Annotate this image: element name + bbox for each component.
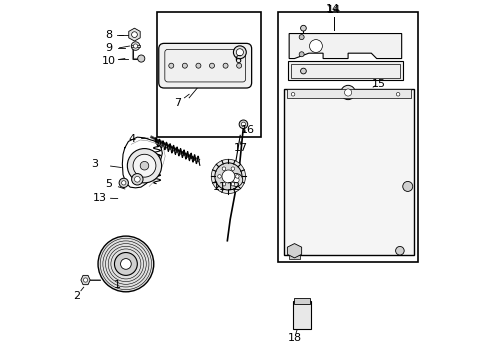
- Circle shape: [344, 89, 351, 96]
- Circle shape: [402, 181, 412, 192]
- Circle shape: [231, 167, 234, 171]
- Circle shape: [235, 175, 239, 178]
- Text: 10: 10: [102, 56, 116, 66]
- Text: 12: 12: [226, 182, 241, 192]
- FancyBboxPatch shape: [159, 43, 251, 88]
- Circle shape: [309, 40, 322, 53]
- Polygon shape: [128, 28, 140, 41]
- Text: 18: 18: [287, 333, 301, 343]
- Circle shape: [196, 63, 201, 68]
- Text: 8: 8: [105, 30, 112, 40]
- Circle shape: [300, 25, 305, 31]
- Circle shape: [217, 175, 221, 178]
- Circle shape: [291, 93, 294, 96]
- Text: 16: 16: [241, 125, 255, 135]
- Circle shape: [133, 154, 156, 177]
- Bar: [287, 89, 410, 98]
- Circle shape: [122, 181, 125, 185]
- Circle shape: [236, 49, 243, 56]
- Text: 7: 7: [173, 98, 181, 108]
- Text: 11: 11: [212, 182, 226, 192]
- Circle shape: [222, 170, 234, 183]
- Circle shape: [233, 46, 246, 59]
- Bar: [278, 12, 417, 262]
- Circle shape: [182, 63, 187, 68]
- Circle shape: [114, 252, 137, 275]
- Circle shape: [299, 35, 304, 40]
- Bar: [283, 89, 413, 255]
- Bar: [287, 62, 402, 80]
- Circle shape: [395, 93, 399, 96]
- Polygon shape: [288, 33, 401, 59]
- Text: 9: 9: [105, 43, 112, 53]
- Circle shape: [395, 247, 404, 255]
- Text: 5: 5: [105, 179, 112, 189]
- Text: 2: 2: [73, 291, 80, 301]
- Bar: [157, 12, 260, 137]
- Circle shape: [233, 177, 239, 183]
- Circle shape: [214, 163, 242, 190]
- Circle shape: [133, 44, 138, 48]
- Text: 14: 14: [326, 5, 340, 15]
- Text: 13: 13: [93, 193, 106, 203]
- Circle shape: [239, 120, 247, 129]
- Circle shape: [223, 63, 227, 68]
- Circle shape: [300, 68, 305, 74]
- Circle shape: [209, 63, 214, 68]
- Text: 14: 14: [325, 4, 340, 14]
- Bar: [131, 45, 140, 48]
- Bar: [293, 298, 309, 304]
- Bar: [290, 64, 400, 78]
- Circle shape: [340, 85, 354, 100]
- Polygon shape: [81, 275, 90, 285]
- Circle shape: [289, 91, 296, 98]
- Circle shape: [131, 174, 143, 185]
- Circle shape: [98, 236, 153, 292]
- Circle shape: [140, 161, 148, 170]
- Circle shape: [83, 278, 87, 282]
- Circle shape: [211, 159, 245, 194]
- Bar: [292, 301, 310, 329]
- Text: 1: 1: [114, 280, 121, 291]
- Text: 4: 4: [128, 134, 135, 144]
- Circle shape: [229, 174, 242, 186]
- Text: 17: 17: [233, 143, 247, 153]
- Circle shape: [127, 149, 162, 183]
- Text: 6: 6: [233, 55, 241, 65]
- Circle shape: [168, 63, 173, 68]
- Circle shape: [394, 91, 401, 98]
- Circle shape: [131, 42, 140, 50]
- Circle shape: [231, 183, 234, 186]
- Circle shape: [134, 176, 140, 182]
- Polygon shape: [287, 244, 301, 258]
- Bar: [288, 255, 299, 258]
- Circle shape: [119, 178, 128, 188]
- Circle shape: [138, 55, 144, 62]
- Text: 3: 3: [91, 159, 98, 169]
- Text: 15: 15: [371, 78, 385, 89]
- Circle shape: [236, 63, 241, 68]
- Circle shape: [222, 183, 225, 186]
- Circle shape: [241, 122, 245, 126]
- Circle shape: [121, 258, 131, 269]
- Circle shape: [222, 167, 225, 171]
- Circle shape: [131, 32, 137, 37]
- Circle shape: [299, 52, 304, 57]
